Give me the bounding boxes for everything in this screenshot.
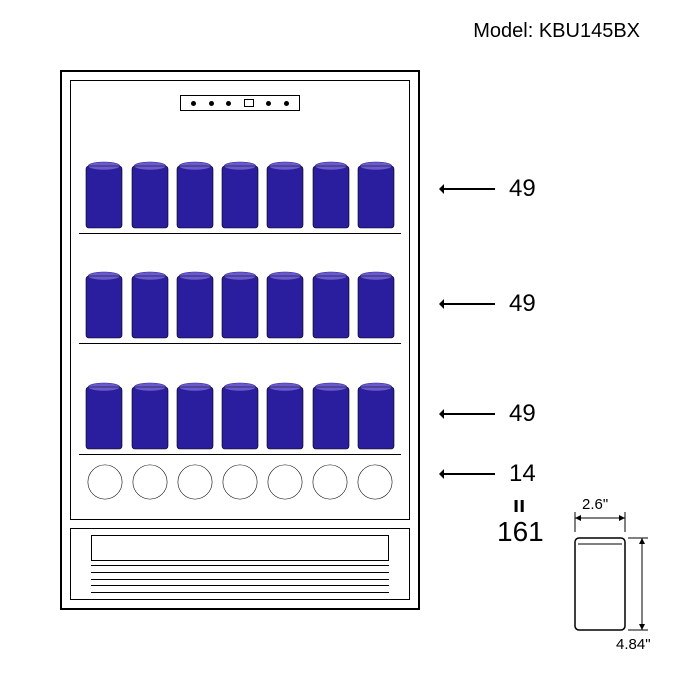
bottle-end-icon xyxy=(176,463,214,501)
can-icon xyxy=(265,269,305,341)
can-width-label: 2.6" xyxy=(582,496,608,513)
leader-arrow-icon xyxy=(440,413,495,415)
can-icon xyxy=(130,380,170,452)
model-label: Model: KBU145BX xyxy=(473,20,640,43)
control-panel xyxy=(180,95,300,111)
control-dot-icon xyxy=(226,101,231,106)
can-icon xyxy=(356,380,396,452)
bottle-end-icon xyxy=(266,463,304,501)
shelf-capacity-row: 49 xyxy=(440,175,536,203)
shelf-row xyxy=(79,455,401,509)
shelf-capacity-row: 49 xyxy=(440,290,536,318)
can-height-label: 4.84" xyxy=(616,636,651,653)
bottle-end-icon xyxy=(356,463,394,501)
bottle-end-icon xyxy=(311,463,349,501)
can-icon xyxy=(220,380,260,452)
can-icon xyxy=(84,380,124,452)
can-icon xyxy=(311,380,351,452)
bottle-end-icon xyxy=(221,463,259,501)
shelf-capacity-label: 14 xyxy=(509,460,536,488)
can-icon xyxy=(356,269,396,341)
bottle-end-icon xyxy=(86,463,124,501)
can-dimension-detail: 2.6" 4.84" xyxy=(530,510,660,650)
shelf-row xyxy=(79,234,401,345)
can-icon xyxy=(84,269,124,341)
can-icon xyxy=(220,269,260,341)
shelf-row xyxy=(79,344,401,455)
shelf-capacity-row: 14 xyxy=(440,460,536,488)
vent-line xyxy=(91,565,389,566)
vent-line xyxy=(91,572,389,573)
leader-arrow-icon xyxy=(440,473,495,475)
vent-line xyxy=(91,592,389,593)
fridge-door-frame xyxy=(70,80,410,520)
kickplate xyxy=(91,535,389,561)
can-icon xyxy=(175,159,215,231)
bottle-end-icon xyxy=(131,463,169,501)
shelf-capacity-row: 49 xyxy=(440,400,536,428)
can-icon xyxy=(311,269,351,341)
can-icon xyxy=(175,269,215,341)
control-dot-icon xyxy=(284,101,289,106)
vent-line xyxy=(91,579,389,580)
can-icon xyxy=(265,380,305,452)
equals-icon: ıı xyxy=(513,492,525,518)
control-dot-icon xyxy=(209,101,214,106)
can-dimension-svg xyxy=(530,510,660,650)
can-icon xyxy=(356,159,396,231)
can-icon xyxy=(175,380,215,452)
can-icon xyxy=(220,159,260,231)
control-dot-icon xyxy=(191,101,196,106)
control-display-icon xyxy=(244,99,254,107)
vent-grille xyxy=(91,565,389,593)
fridge-outline xyxy=(60,70,420,610)
shelf-row xyxy=(79,123,401,234)
shelf-capacity-label: 49 xyxy=(509,290,536,318)
can-icon xyxy=(265,159,305,231)
can-icon xyxy=(311,159,351,231)
can-icon xyxy=(130,269,170,341)
leader-arrow-icon xyxy=(440,303,495,305)
shelf-capacity-label: 49 xyxy=(509,400,536,428)
can-icon xyxy=(130,159,170,231)
shelf-area xyxy=(79,123,401,509)
shelf-capacity-label: 49 xyxy=(509,175,536,203)
vent-line xyxy=(91,585,389,586)
can-icon xyxy=(84,159,124,231)
leader-arrow-icon xyxy=(440,188,495,190)
control-dot-icon xyxy=(266,101,271,106)
vent-section xyxy=(70,528,410,600)
